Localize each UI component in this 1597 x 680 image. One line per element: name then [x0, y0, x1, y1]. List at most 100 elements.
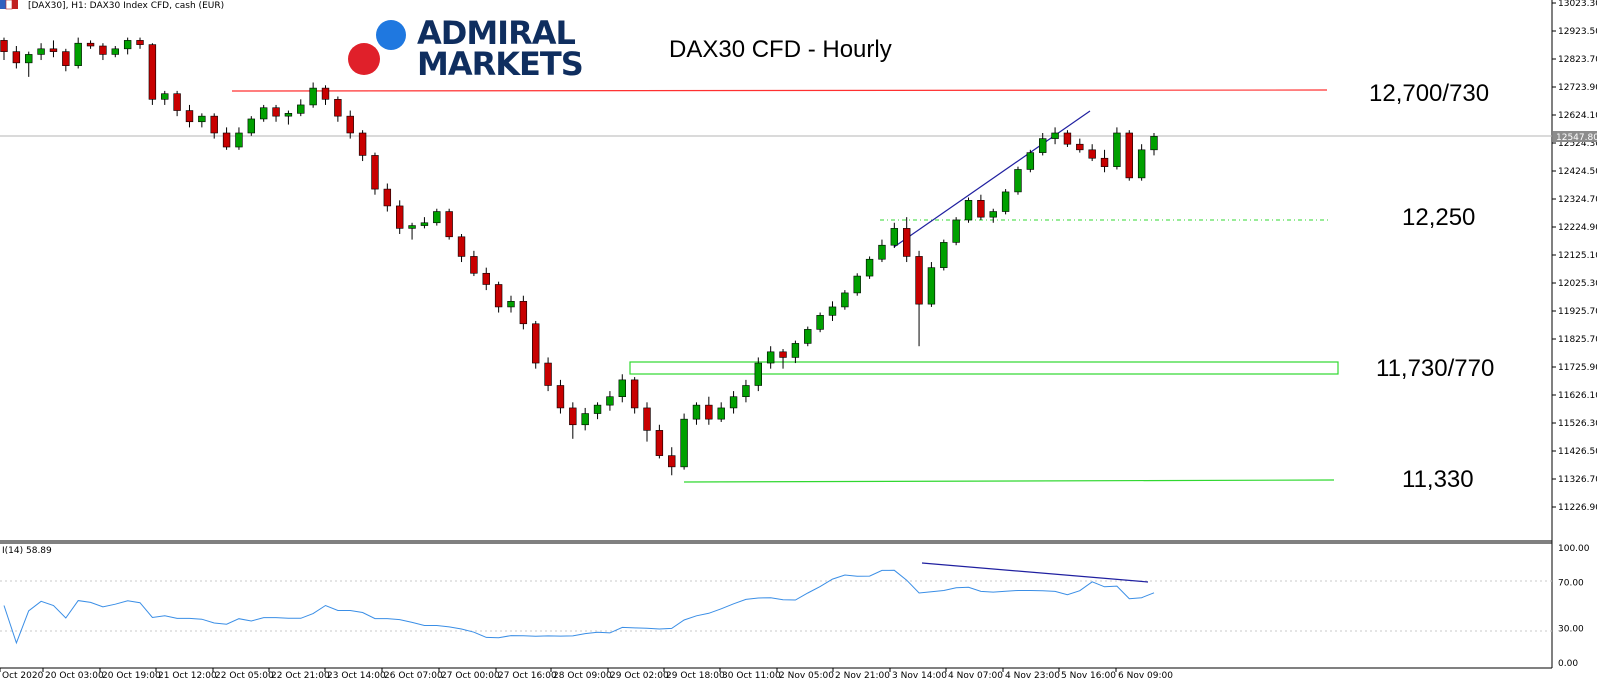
price-tick-label: 12524.30 — [1558, 139, 1597, 149]
candle-down — [12, 51, 21, 64]
time-tick-label: Oct 2020 — [2, 671, 44, 680]
flag-icon-blue — [0, 0, 6, 9]
candle-down — [705, 404, 713, 420]
candle-down — [643, 407, 651, 431]
price-tick-label: 12224.90 — [1558, 223, 1597, 233]
candle-up — [989, 211, 997, 218]
mid-level-label: 12,250 — [1402, 204, 1475, 231]
symbol-line: [DAX30], H1: DAX30 Index CFD, cash (EUR) — [28, 1, 224, 11]
candle-up — [742, 385, 750, 398]
time-tick-label: 27 Oct 16:00 — [498, 671, 557, 680]
candle-up — [111, 48, 119, 55]
logo-red-dot — [348, 43, 380, 75]
candle-up — [853, 275, 861, 294]
candle-down — [0, 40, 8, 52]
time-tick-label: 23 Oct 14:00 — [327, 671, 386, 680]
candle-up — [606, 396, 614, 406]
price-tick-label: 13023.30 — [1558, 0, 1597, 9]
rsi-tick-label: 30.00 — [1558, 625, 1584, 635]
rsi-tick-label: 0.00 — [1558, 659, 1578, 669]
candle-up — [309, 87, 317, 106]
candle-up — [791, 343, 800, 358]
candle-down — [1125, 132, 1133, 179]
time-tick-label: 2 Nov 05:00 — [779, 671, 834, 680]
candle-down — [185, 110, 194, 123]
candle-up — [235, 132, 243, 148]
candle-down — [358, 132, 367, 156]
rsi-tick-label: 70.00 — [1558, 579, 1584, 589]
resistance-label: 12,700/730 — [1369, 80, 1489, 107]
candle-down — [902, 228, 911, 257]
price-tick-label: 12923.50 — [1558, 27, 1597, 37]
rsi-trendline — [921, 562, 1149, 583]
candle-down — [457, 236, 466, 257]
candle-up — [766, 351, 775, 364]
candle-up — [37, 48, 45, 55]
candle-up — [890, 228, 899, 246]
symbol-header: [DAX30], H1: DAX30 Index CFD, cash (EUR) — [0, 0, 224, 11]
candle-down — [99, 45, 107, 55]
candle-up — [1026, 152, 1035, 170]
candle-down — [1063, 132, 1072, 145]
price-tick-label: 12624.10 — [1558, 111, 1597, 121]
candle-down — [470, 256, 478, 274]
candle-up — [74, 42, 82, 66]
candle-up — [1150, 136, 1158, 151]
time-tick-label: 29 Oct 02:00 — [610, 671, 669, 680]
time-tick-label: 2 Nov 21:00 — [835, 671, 890, 680]
rsi-line — [3, 569, 1155, 645]
candle-up — [297, 104, 305, 114]
candle-up — [1001, 191, 1010, 212]
price-tick-label: 11725.90 — [1558, 363, 1597, 373]
candle-up — [841, 292, 849, 308]
chart-title: DAX30 CFD - Hourly — [669, 36, 892, 63]
candle-up — [161, 93, 169, 100]
support-zone — [629, 361, 1339, 375]
candle-up — [433, 211, 441, 224]
candle-down — [86, 42, 95, 47]
price-tick-label: 11426.50 — [1558, 447, 1597, 457]
candle-up — [940, 242, 948, 268]
resistance-line — [231, 89, 1328, 92]
candle-down — [49, 48, 58, 52]
price-tick-label: 12025.30 — [1558, 279, 1597, 289]
price-tick-label: 12125.10 — [1558, 251, 1597, 261]
candle-down — [482, 272, 490, 285]
price-tick-label: 12823.70 — [1558, 55, 1597, 65]
candle-up — [581, 413, 589, 426]
candle-up — [618, 379, 626, 398]
candle-up — [1137, 149, 1146, 179]
candle-down — [395, 205, 404, 229]
time-tick-label: 5 Nov 16:00 — [1061, 671, 1116, 680]
logo-line1: ADMIRAL — [417, 14, 575, 52]
time-tick-label: 29 Oct 18:00 — [666, 671, 725, 680]
price-axis: 13023.30 12923.50 12823.70 12723.90 12624.10… — [1552, 0, 1597, 513]
candle-up — [123, 40, 132, 50]
candle-up — [593, 404, 602, 414]
candle-up — [952, 219, 960, 243]
candle-up — [804, 329, 812, 344]
rsi-axis: 100.00 70.00 30.00 0.00 — [1558, 544, 1590, 669]
admiral-markets-logo: ADMIRAL MARKETS — [348, 14, 584, 83]
candle-down — [222, 132, 231, 148]
rsi-label: I(14) 58.89 — [2, 546, 52, 556]
time-tick-label: 22 Oct 21:00 — [271, 671, 330, 680]
time-tick-label: 6 Nov 09:00 — [1118, 671, 1173, 680]
time-tick-label: 22 Oct 05:00 — [215, 671, 274, 680]
candle-up — [247, 118, 256, 134]
candle-down — [668, 455, 676, 468]
candle-up — [408, 225, 416, 229]
candle-up — [420, 222, 429, 226]
candle-down — [346, 115, 354, 134]
candle-up — [828, 306, 837, 316]
candle-up — [284, 113, 293, 117]
low-level-label: 11,330 — [1402, 466, 1474, 493]
price-tick-label: 12324.70 — [1558, 195, 1597, 205]
candle-down — [383, 188, 392, 207]
candlestick-series — [0, 37, 1158, 476]
candle-up — [1113, 132, 1121, 167]
candle-down — [630, 379, 639, 409]
candle-down — [569, 407, 577, 426]
flag-icon-white — [5, 0, 13, 10]
candle-down — [556, 385, 565, 409]
